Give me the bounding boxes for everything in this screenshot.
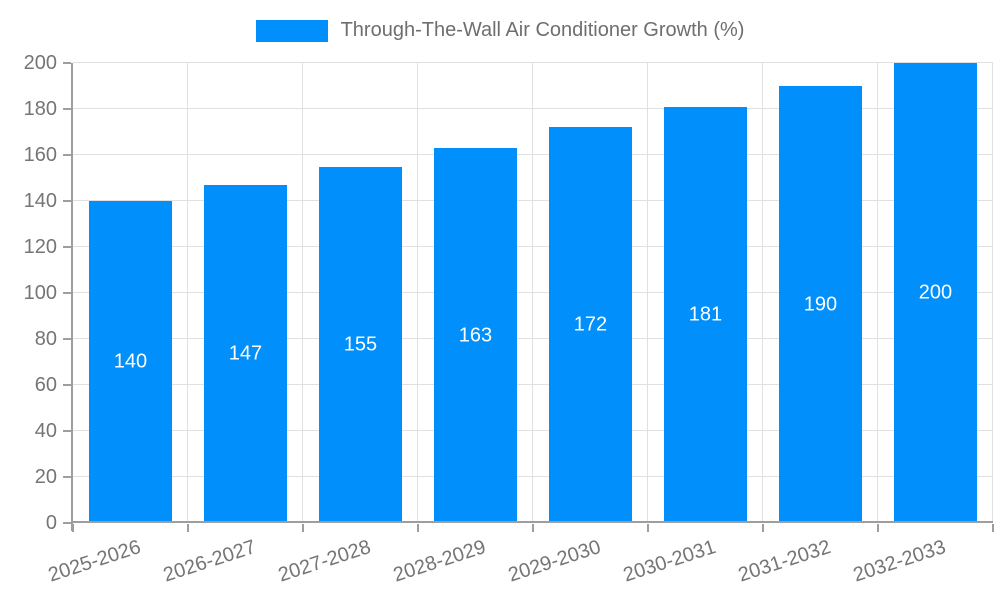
- x-axis-tick: [877, 524, 879, 532]
- y-axis-tick: [63, 246, 71, 248]
- x-axis-tick: [647, 524, 649, 532]
- bar-value-label: 147: [228, 342, 263, 365]
- x-axis-tick-label: 2032-2033: [850, 536, 949, 587]
- x-axis-tick-label: 2030-2031: [620, 536, 719, 587]
- y-axis-tick-label: 20: [34, 466, 57, 488]
- gridline-horizontal: [73, 246, 993, 247]
- legend-swatch-icon: [255, 19, 328, 42]
- gridline-horizontal: [73, 338, 993, 339]
- gridline-horizontal: [73, 108, 993, 109]
- y-axis-tick: [63, 154, 71, 156]
- gridline-vertical: [762, 63, 763, 523]
- gridline-horizontal: [73, 292, 993, 293]
- bar-2028-2029[interactable]: 163: [433, 148, 518, 523]
- y-axis-tick-label: 140: [23, 190, 57, 212]
- gridline-vertical: [877, 63, 878, 523]
- gridline-horizontal: [73, 62, 993, 63]
- bar-value-label: 155: [343, 333, 378, 356]
- gridline-vertical: [647, 63, 648, 523]
- y-axis-tick-label: 40: [34, 420, 57, 442]
- bar-2025-2026[interactable]: 140: [88, 201, 173, 523]
- gridline-vertical: [992, 63, 993, 523]
- y-axis-tick-label: 60: [34, 374, 57, 396]
- legend-label: Through-The-Wall Air Conditioner Growth …: [340, 19, 745, 41]
- gridline-vertical: [302, 63, 303, 523]
- y-axis-tick: [63, 522, 71, 524]
- x-axis-tick: [302, 524, 304, 532]
- bar-value-label: 140: [113, 350, 148, 373]
- x-axis-tick-label: 2028-2029: [390, 536, 489, 587]
- x-axis-tick-label: 2027-2028: [275, 536, 374, 587]
- y-axis-tick: [63, 430, 71, 432]
- x-axis-line: [71, 521, 993, 523]
- x-axis-tick-label: 2025-2026: [45, 536, 144, 587]
- y-axis-tick: [63, 292, 71, 294]
- bar-value-label: 200: [918, 281, 953, 304]
- gridline-horizontal: [73, 154, 993, 155]
- bar-value-label: 172: [573, 313, 608, 336]
- bar-value-label: 181: [688, 303, 723, 326]
- y-axis-line: [71, 63, 73, 531]
- x-axis-tick: [532, 524, 534, 532]
- y-axis-tick: [63, 476, 71, 478]
- y-axis-tick-label: 0: [45, 512, 57, 534]
- x-axis-tick: [187, 524, 189, 532]
- bar-2026-2027[interactable]: 147: [203, 184, 288, 523]
- gridline-vertical: [187, 63, 188, 523]
- bar-2030-2031[interactable]: 181: [663, 106, 748, 523]
- y-axis-tick: [63, 62, 71, 64]
- y-axis-tick: [63, 108, 71, 110]
- y-axis-tick-label: 160: [23, 144, 57, 166]
- y-axis-tick: [63, 384, 71, 386]
- y-axis-tick: [63, 338, 71, 340]
- plot-area: 140 147 155 163 172 181 190 200 0 20 40 60 80 100 120 1…: [24, 53, 994, 586]
- y-axis-tick: [63, 200, 71, 202]
- gridline-vertical: [532, 63, 533, 523]
- gridline-horizontal: [73, 476, 993, 477]
- x-axis-tick-label: 2029-2030: [505, 536, 604, 587]
- x-axis-tick: [417, 524, 419, 532]
- x-axis-tick: [762, 524, 764, 532]
- gridline-horizontal: [73, 430, 993, 431]
- bar-value-label: 163: [458, 324, 493, 347]
- x-axis-tick-label: 2031-2032: [735, 536, 834, 587]
- y-axis-tick-label: 120: [23, 236, 57, 258]
- y-axis-tick-label: 80: [34, 328, 57, 350]
- gridline-horizontal: [73, 200, 993, 201]
- x-axis-tick-label: 2026-2027: [160, 536, 259, 587]
- bar-2032-2033[interactable]: 200: [893, 63, 978, 523]
- legend-item[interactable]: Through-The-Wall Air Conditioner Growth …: [0, 19, 1000, 42]
- y-axis-tick-label: 180: [23, 98, 57, 120]
- gridline-vertical: [417, 63, 418, 523]
- x-axis-tick: [992, 524, 994, 532]
- bar-2027-2028[interactable]: 155: [318, 166, 403, 523]
- bar-2031-2032[interactable]: 190: [778, 86, 863, 523]
- bar-value-label: 190: [803, 293, 838, 315]
- y-axis-tick-label: 100: [23, 282, 57, 304]
- y-axis-tick-label: 200: [23, 52, 57, 74]
- bar-2029-2030[interactable]: 172: [548, 127, 633, 523]
- x-axis-tick: [72, 524, 74, 532]
- gridline-horizontal: [73, 384, 993, 385]
